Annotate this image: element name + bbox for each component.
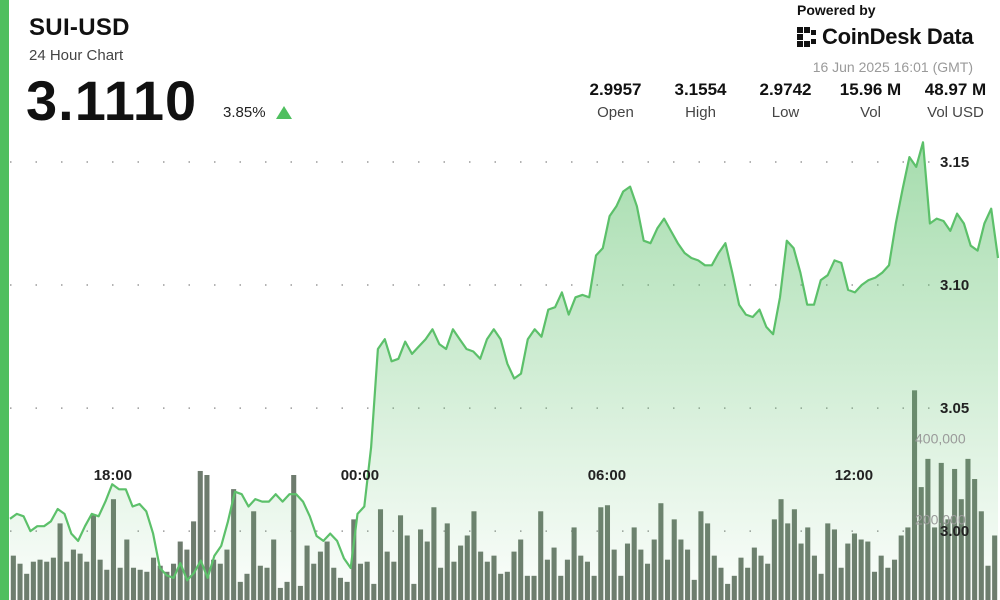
stat-label: High [685,104,716,121]
stat-open: 2.9957 Open [573,80,658,121]
volume-tick-label: 400,000 [915,431,966,447]
price-tick-label: 3.05 [940,400,969,417]
volume-tick-label: 200,000 [915,511,966,527]
time-tick-label: 18:00 [94,467,132,484]
volume-bar [184,549,190,600]
time-tick-label: 12:00 [835,467,873,484]
stat-value: 2.9742 [759,80,812,99]
pair-title: SUI-USD [29,14,130,41]
brand-logo[interactable]: CoinDesk Data [797,24,974,50]
accent-bar [0,0,9,600]
up-triangle-icon [276,106,292,119]
volume-bar [191,521,197,600]
stat-label: Vol USD [927,104,984,121]
stat-label: Open [597,104,634,121]
stat-value: 3.1554 [674,80,727,99]
stat-label: Vol [860,104,881,121]
volume-bar [197,470,203,600]
price-tick-label: 3.15 [940,154,969,171]
time-tick-label: 06:00 [588,467,626,484]
time-tick-label: 00:00 [341,467,379,484]
brand-name: CoinDesk Data [822,24,974,49]
current-price: 3.1110 [26,69,198,132]
timestamp: 16 Jun 2025 16:01 (GMT) [812,59,973,75]
stat-value: 15.96 M [839,80,902,99]
stat-volume: 15.96 M Vol [828,80,913,121]
stat-volume-usd: 48.97 M Vol USD [913,80,998,121]
coindesk-logo-icon [797,27,816,47]
volume-bar [204,475,210,600]
price-area [10,142,998,600]
stat-value: 48.97 M [924,80,987,99]
stats-row: 2.9957 Open 3.1554 High 2.9742 Low 15.96… [573,80,998,121]
chart-subtitle: 24 Hour Chart [29,47,124,64]
powered-by-label: Powered by [797,2,876,18]
price-line [9,141,1000,582]
stat-value: 2.9957 [589,80,642,99]
stat-label: Low [771,104,800,121]
stat-high: 3.1554 High [658,80,743,121]
price-tick-label: 3.10 [940,277,969,294]
stat-low: 2.9742 Low [743,80,828,121]
price-tick-label: 3.00 [940,523,969,540]
price-change: 3.85% [223,104,266,121]
